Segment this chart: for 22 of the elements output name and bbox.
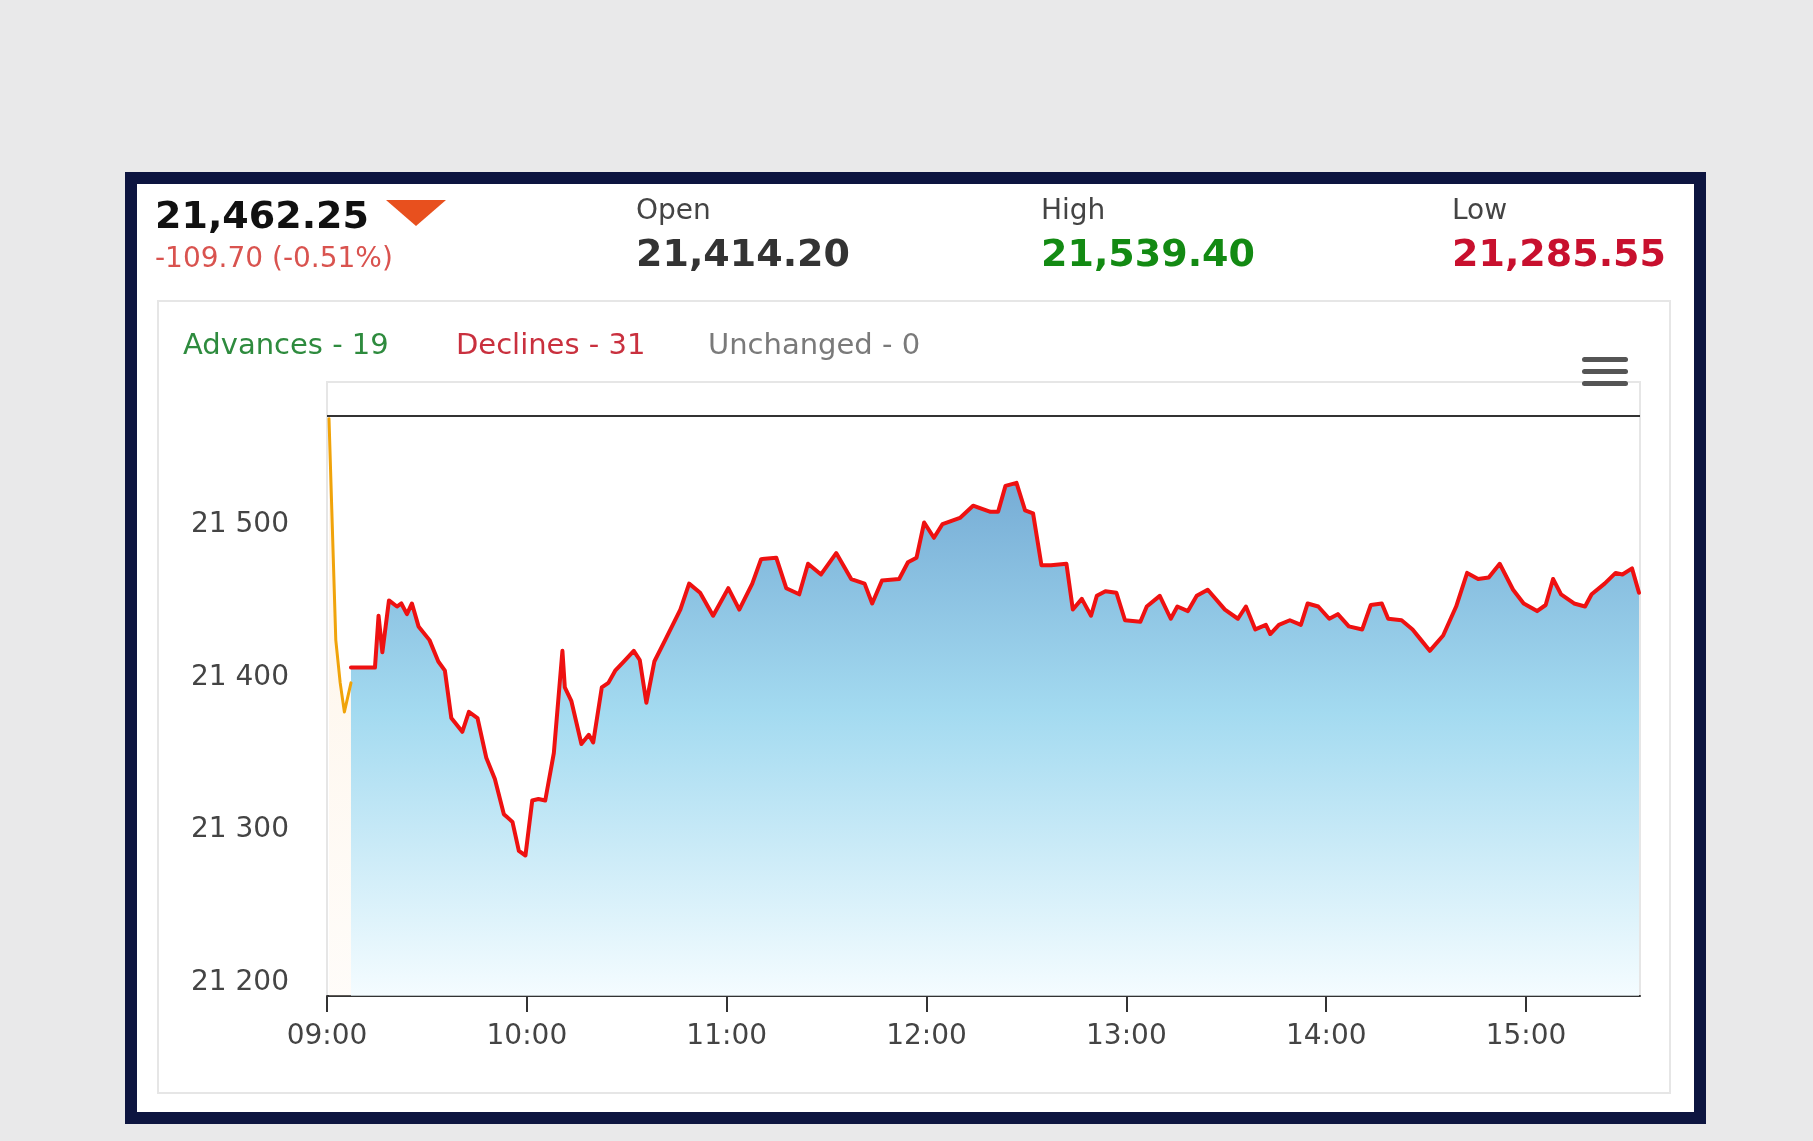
x-tick-label: 12:00 [886,1017,967,1051]
x-tick-label: 15:00 [1485,1017,1567,1051]
text: 21,539.40 [1041,231,1255,275]
y-tick-label: 21 400 [191,658,289,692]
x-tick-label: 14:00 [1285,1017,1367,1051]
text: Open [636,193,711,226]
chart-subtitle: -109.70 (-0.51%) [155,241,393,274]
y-tick-label: 21 500 [191,506,289,540]
x-tick-label: 09:00 [286,1017,368,1051]
text: Advances - 19 [183,327,389,361]
x-tick-label: 10:00 [486,1017,568,1051]
text: Unchanged - 0 [708,327,921,361]
text: 21,414.20 [636,231,850,275]
text: Low [1452,193,1508,226]
text: 21,285.55 [1452,231,1666,275]
x-tick-label: 13:00 [1086,1017,1167,1051]
chart-title: 21,462.25 [155,193,369,237]
text: High [1041,193,1106,226]
text: Declines - 31 [456,327,646,361]
y-tick-label: 21 300 [191,811,289,845]
x-tick-label: 11:00 [686,1017,768,1051]
y-tick-label: 21 200 [191,964,289,998]
